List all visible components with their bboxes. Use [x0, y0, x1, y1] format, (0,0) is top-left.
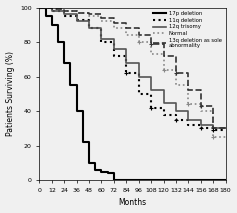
Legend: 17p deletion, 11q deletion, 12q trisomy, Normal, 13q deletion as sole
abnormalit: 17p deletion, 11q deletion, 12q trisomy,… — [152, 10, 223, 49]
Y-axis label: Patients Surviving (%): Patients Surviving (%) — [5, 51, 14, 136]
X-axis label: Months: Months — [118, 199, 146, 207]
